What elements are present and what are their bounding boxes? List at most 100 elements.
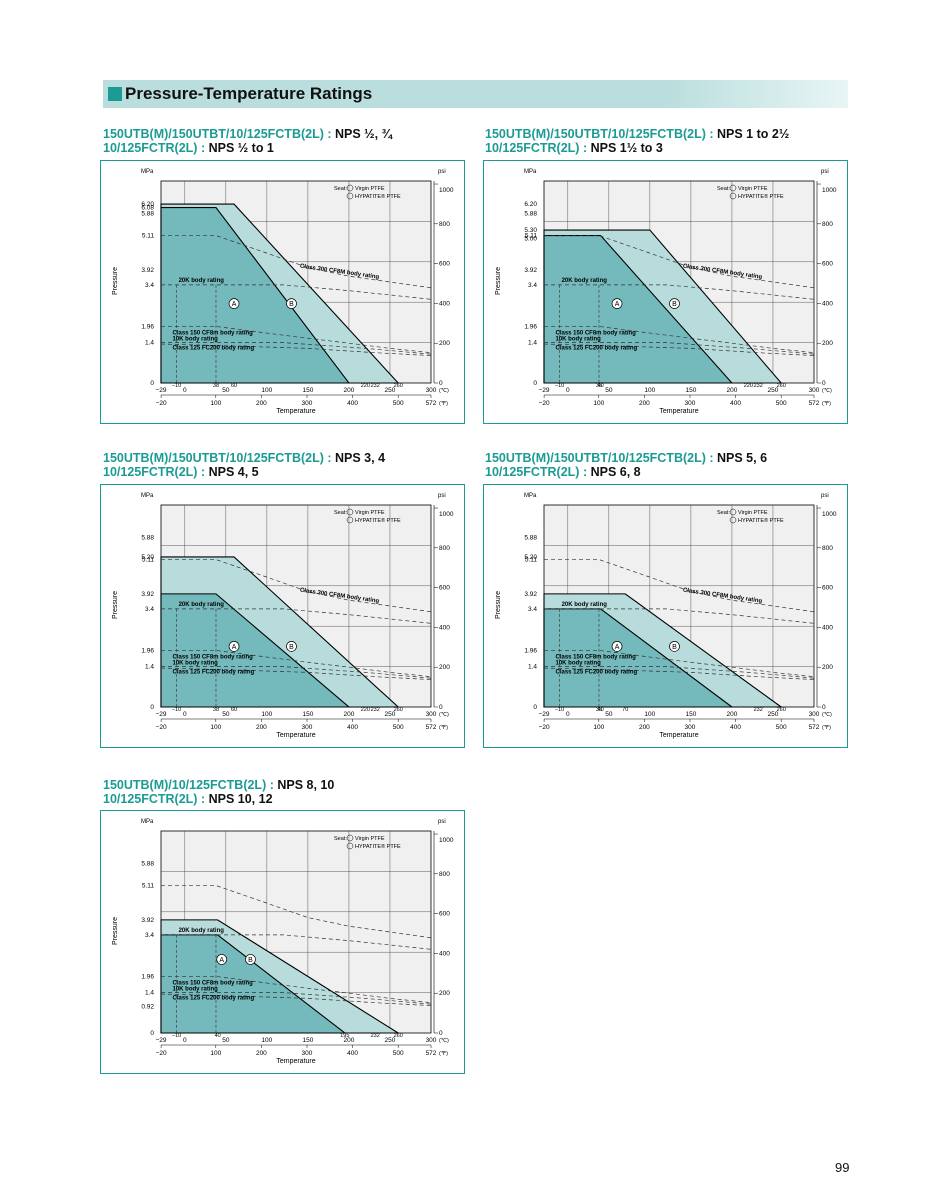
c2-label-125: Class 125 FC200 body rating	[555, 346, 637, 352]
c1-circle-b	[286, 298, 297, 309]
c4-seat-b: HYPATITE® PTFE	[738, 517, 784, 524]
c4-y-tick-6: 1.4	[528, 664, 537, 671]
c4-x-tick-c-1: −10	[555, 707, 564, 713]
c5-y-tick-2: 3.92	[141, 917, 154, 924]
c3-seat-b: HYPATITE® PTFE	[355, 517, 401, 524]
c4-curve-20k	[544, 608, 815, 624]
c4-psi-tick-4: 800	[822, 545, 833, 552]
c2-y-tick-2: 5.30	[524, 227, 537, 234]
c1-x-tick-c-3: 38	[213, 383, 219, 389]
c2-x-tick-f-1: 100	[593, 400, 604, 407]
c5-psi-tick-2: 400	[439, 950, 450, 957]
c3-label-125: Class 125 FC200 body rating	[172, 670, 254, 676]
c1-curve-10k	[161, 342, 432, 355]
c1-x-tick-f-4: 400	[347, 400, 358, 407]
c1-circle-a	[228, 298, 240, 309]
c3-seat-b-icon	[346, 516, 354, 524]
c5-seat-b-icon	[346, 842, 354, 850]
c4-x-tick-c-3: 38	[596, 707, 602, 713]
c4-x-tick-f-1: 100	[593, 724, 604, 731]
c4-y-tick-7: 0	[533, 704, 537, 711]
c3-x-tick-c-1: −10	[172, 707, 181, 713]
c1-circle-label-b: B	[289, 301, 294, 308]
c4-label-125: Class 125 FC200 body rating	[555, 670, 637, 676]
c4-x-tick-c-5: 50	[605, 711, 613, 718]
c1-seat-a: Virgin PTFE	[355, 186, 385, 192]
c3-y-tick-5: 1.96	[141, 647, 154, 654]
c4-x-tick-f-2: 200	[639, 724, 650, 731]
chart-title-5: 150UTB(M)/10/125FCTB(2L) : NPS 8, 10 10/…	[103, 778, 335, 806]
c1-y-tick-7: 1.4	[145, 340, 154, 347]
c3-x-tick-c-12: 260	[394, 707, 403, 713]
c2-y-tick-7: 1.96	[524, 323, 537, 330]
c4-x-label: Temperature	[659, 732, 698, 739]
c2-x-tick-c-10: 232	[754, 383, 763, 389]
section-banner: Pressure-Temperature Ratings	[103, 80, 848, 108]
c2-psi-tick-2: 400	[822, 300, 833, 307]
c4-x-tick-c-0: −29	[538, 711, 549, 718]
c2-x-tick-c-8: 200	[727, 387, 738, 394]
c3-x-tick-c-0: −29	[155, 711, 166, 718]
c5-x-tick-f-1: 100	[210, 1050, 221, 1057]
c1-y2-unit: psi	[438, 169, 446, 175]
c3-x-tick-c-13: 300	[426, 711, 437, 718]
c1-psi-tick-4: 800	[439, 221, 450, 228]
c4-y-tick-3: 3.92	[524, 591, 537, 598]
c2-y-label: Pressure	[495, 267, 502, 295]
c1-curve-125	[160, 343, 432, 356]
c1-x-unit-c: (℃)	[439, 388, 449, 394]
c2-x-tick-f-2: 200	[639, 400, 650, 407]
c1-x-tick-f-1: 100	[210, 400, 221, 407]
c3-y-tick-1: 5.20	[141, 554, 154, 561]
c1-psi-tick-0: 0	[439, 380, 443, 387]
c2-circle-label-a: A	[615, 301, 620, 308]
c2-y-tick-3: 5.11	[525, 233, 538, 240]
c4-x-tick-f-5: 500	[776, 724, 787, 731]
c3-y-tick-0: 5.88	[141, 534, 154, 541]
c5-circle-label-a: A	[219, 957, 224, 964]
chart-panel-1: 20K body rating Class 150 CF8m body ratin…	[100, 160, 465, 424]
c1-x-tick-c-8: 200	[344, 387, 355, 394]
c2-y-unit: MPa	[524, 169, 537, 175]
c5-y-tick-1: 5.11	[142, 883, 155, 890]
c2-psi-tick-1: 200	[822, 340, 833, 347]
c4-curve-150	[544, 650, 815, 678]
c4-seat-b-icon	[729, 516, 737, 524]
c4-seat-prefix: Seat:	[717, 510, 730, 516]
c2-x-unit-c: (℃)	[822, 388, 832, 394]
c4-y-tick-2: 5.11	[525, 557, 538, 564]
c2-x-tick-f-3: 300	[685, 400, 696, 407]
c4-y-unit: MPa	[524, 493, 537, 499]
c2-x-tick-c-6: 100	[644, 387, 655, 394]
c4-x-tick-f-6: 572	[809, 724, 820, 731]
c4-x-unit-c: (℃)	[822, 712, 832, 718]
c1-x-tick-c-1: −10	[172, 383, 181, 389]
c3-curve-10k	[161, 666, 432, 679]
c4-x-tick-c-10: 232	[754, 707, 763, 713]
c2-curve-20k	[544, 284, 815, 300]
c5-x-tick-c-6: 150	[302, 1037, 313, 1044]
c1-x-tick-c-2: 0	[183, 387, 187, 394]
c5-label-20k: 20K body rating	[179, 928, 225, 934]
c1-y-tick-4: 3.92	[141, 267, 154, 274]
c3-x-tick-f-1: 100	[210, 724, 221, 731]
c3-y-unit: MPa	[141, 493, 154, 499]
c3-seat-prefix: Seat:	[334, 510, 347, 516]
c1-curve-150	[161, 326, 432, 354]
c2-seat-a-icon	[729, 184, 737, 192]
c3-psi-tick-5: 1000	[439, 511, 454, 518]
c1-seat-b-icon	[346, 192, 354, 200]
c2-circle-label-b: B	[672, 301, 677, 308]
c3-x-tick-c-7: 150	[302, 711, 313, 718]
c1-x-tick-f-5: 500	[393, 400, 404, 407]
c1-label-150: Class 150 CF8m body rating	[172, 330, 253, 336]
c5-y-unit: MPa	[141, 819, 154, 825]
c3-y-tick-3: 3.92	[141, 591, 154, 598]
chart-svg-4: 20K body rating Class 150 CF8m body ratin…	[495, 493, 837, 739]
c2-x-tick-c-9: 220	[744, 383, 753, 389]
c1-label-125: Class 125 FC200 body rating	[172, 346, 254, 352]
c5-circle-label-b: B	[248, 957, 253, 964]
c1-x-tick-f-0: −20	[156, 400, 167, 407]
c1-x-tick-c-11: 250	[385, 387, 396, 394]
c5-curve-10k	[161, 992, 432, 1005]
